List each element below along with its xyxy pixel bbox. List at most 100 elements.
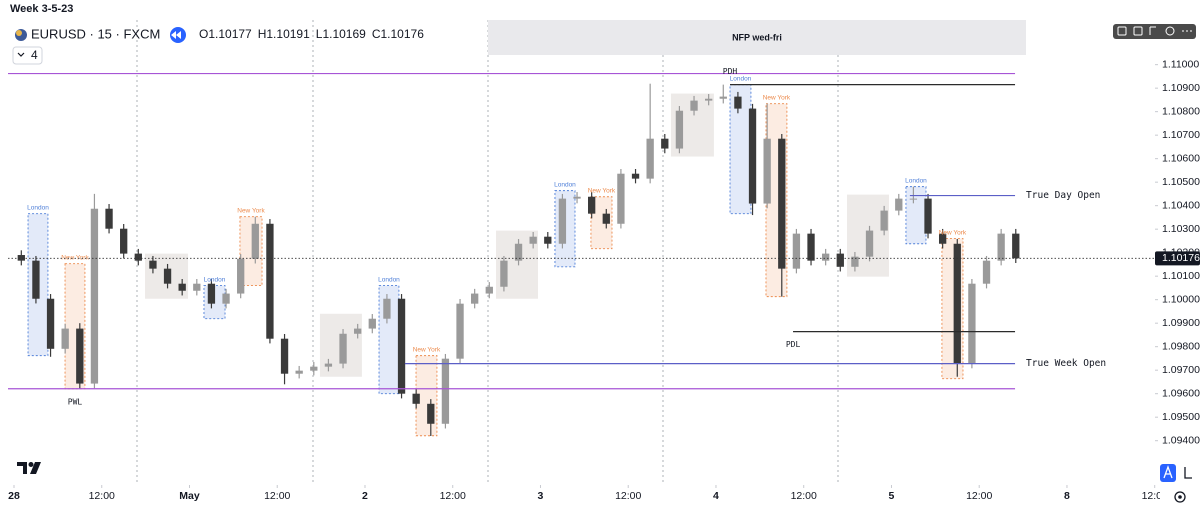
symbol-logo-dot <box>16 30 22 36</box>
level-label: PDL <box>786 340 801 349</box>
auto-icon <box>1163 465 1173 479</box>
ohlc-high: H1.10191 <box>258 27 310 41</box>
candle-body <box>471 293 479 304</box>
log-scale-button[interactable] <box>1184 467 1192 479</box>
y-tick-label: 1.10000 <box>1162 293 1200 305</box>
candle-body <box>280 338 289 374</box>
candle-body <box>924 198 932 234</box>
x-tick-label: 28 <box>8 490 20 502</box>
candle-body <box>719 96 727 99</box>
candle-body <box>646 138 654 179</box>
candle-body <box>368 318 376 329</box>
logo-part <box>17 462 27 474</box>
y-tick-label: 1.11000 <box>1162 58 1199 70</box>
settings-dot <box>1178 495 1182 499</box>
level-label: PWL <box>68 397 83 406</box>
x-tick-label: 4 <box>713 490 719 502</box>
icon[interactable] <box>1149 26 1156 35</box>
candle-body <box>237 258 245 294</box>
x-tick-label: 12:00 <box>791 490 817 502</box>
candle-body <box>822 253 830 261</box>
week-title: Week 3-5-23 <box>10 3 73 15</box>
candle-body <box>953 243 961 364</box>
y-tick-label: 1.10100 <box>1162 270 1200 282</box>
y-tick-label: 1.10300 <box>1162 223 1200 235</box>
candle-body <box>880 210 888 231</box>
candle-body <box>163 268 172 284</box>
candle-body <box>397 298 406 394</box>
y-tick-label: 1.09900 <box>1162 317 1200 329</box>
candle-body <box>617 173 625 224</box>
candle-body <box>222 293 230 304</box>
level-label: True Week Open <box>1026 358 1106 369</box>
icon[interactable] <box>1133 26 1143 36</box>
candle-body <box>631 173 640 179</box>
level-label: True Day Open <box>1026 190 1100 201</box>
candle-body <box>938 233 947 244</box>
candle-body <box>134 253 142 261</box>
candle-body <box>895 198 903 211</box>
tv-logo <box>17 462 41 474</box>
toolbar-icons <box>1117 26 1192 36</box>
candle-body <box>456 303 464 359</box>
session-label: London <box>730 75 752 82</box>
y-tick-label: 1.09500 <box>1162 411 1200 423</box>
candle-body <box>310 366 318 371</box>
x-tick-label: 12:00 <box>966 490 992 502</box>
session-label: New York <box>413 346 441 353</box>
session-label: London <box>378 276 400 283</box>
event-band <box>487 20 1027 55</box>
candle-body <box>514 243 523 261</box>
candle-body <box>266 223 274 339</box>
icon[interactable] <box>1117 26 1127 36</box>
indicator-count: 4 <box>31 48 38 62</box>
candle-body <box>427 403 435 424</box>
ohlc-open: O1.10177 <box>199 27 252 41</box>
x-tick-label: 12:00 <box>264 490 290 502</box>
last-price-tag <box>1155 251 1200 266</box>
candle-body <box>997 233 1005 261</box>
candle-body <box>90 208 99 384</box>
candle-body <box>17 255 25 261</box>
y-tick-label: 1.10600 <box>1162 152 1200 164</box>
x-tick-label: 2 <box>362 490 368 502</box>
candle-body <box>968 283 976 364</box>
candle-body <box>748 108 757 204</box>
candle-body <box>982 260 991 284</box>
symbol[interactable]: EURUSD · 15 · FXCM <box>31 26 160 41</box>
candle-body <box>529 236 537 244</box>
ohlc-low: L1.10169 <box>316 27 366 41</box>
candle-body <box>46 298 55 349</box>
candle-body <box>485 286 493 294</box>
icon[interactable] <box>1165 26 1175 36</box>
x-tick-label: 12:00 <box>89 490 115 502</box>
y-tick-label: 1.09800 <box>1162 340 1200 352</box>
candle-body <box>76 328 84 384</box>
candle-body <box>763 138 771 204</box>
y-tick-label: 1.09700 <box>1162 364 1200 376</box>
candle-body <box>339 333 347 364</box>
y-tick-label: 1.10900 <box>1162 82 1200 94</box>
separators <box>136 20 839 483</box>
y-tick-label: 1.10800 <box>1162 105 1200 117</box>
plot-candles <box>17 83 1020 436</box>
candle-body <box>544 236 552 244</box>
logo-part <box>28 462 34 467</box>
candle-body <box>558 198 567 244</box>
candle-body <box>1012 233 1020 259</box>
x-tick-label: May <box>179 490 200 502</box>
candle-body <box>354 328 362 334</box>
settings-button[interactable] <box>1174 491 1186 503</box>
x-tick-label: 12:00 <box>440 490 466 502</box>
candle-body <box>412 393 420 404</box>
replay-icon <box>171 31 181 39</box>
candle-body <box>792 233 801 269</box>
candle-body <box>441 358 450 424</box>
chevron <box>17 52 25 57</box>
candle-body <box>690 100 698 111</box>
candle-body <box>909 198 918 200</box>
candle-body <box>251 223 259 259</box>
session-label: New York <box>763 94 791 101</box>
indicators-toggle[interactable] <box>12 46 43 65</box>
